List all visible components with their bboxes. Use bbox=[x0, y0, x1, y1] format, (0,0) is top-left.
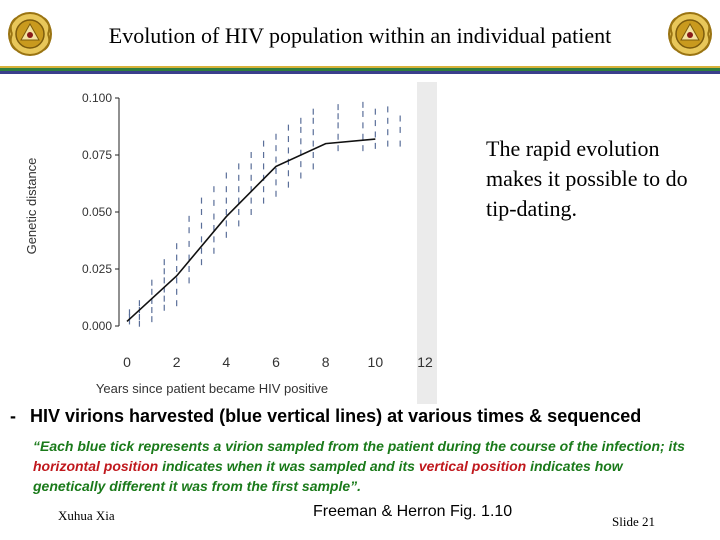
quote-part-2: indicates when it was sampled and its bbox=[158, 458, 419, 474]
title-divider bbox=[0, 66, 720, 74]
y-tick-label: 0.100 bbox=[82, 91, 112, 105]
figure-citation: Freeman & Herron Fig. 1.10 bbox=[313, 503, 513, 520]
logo-right-icon bbox=[668, 12, 712, 56]
x-tick-label: 0 bbox=[123, 354, 131, 370]
x-tick-label: 6 bbox=[272, 354, 280, 370]
bullet-marker: - bbox=[10, 406, 16, 426]
x-tick-label: 12 bbox=[417, 354, 433, 370]
y-tick-label: 0.050 bbox=[82, 205, 112, 219]
trend-line bbox=[126, 138, 376, 323]
quote-highlight-horizontal: horizontal position bbox=[33, 458, 159, 474]
y-tick-label: 0.025 bbox=[82, 262, 112, 276]
x-tick-label: 10 bbox=[368, 354, 384, 370]
quote-part-1: “Each blue tick represents a virion samp… bbox=[33, 438, 685, 454]
quote-highlight-vertical: vertical position bbox=[418, 458, 527, 474]
hiv-evolution-chart: 0.000 0.025 0.050 0.075 0.100 0 2 4 6 8 10 12 Genet… bbox=[12, 82, 437, 404]
slide-number: Slide 21 bbox=[612, 514, 655, 529]
x-tick-label: 4 bbox=[222, 354, 230, 370]
side-note-text: The rapid evolution makes it possible to… bbox=[486, 136, 688, 221]
logo-left-icon bbox=[8, 12, 52, 56]
figure-caption-quote: “Each blue tick represents a virion samp… bbox=[33, 436, 693, 496]
author-name: Xuhua Xia bbox=[58, 508, 115, 523]
bullet-text: - HIV virions harvested (blue vertical li… bbox=[10, 406, 641, 427]
y-tick-label: 0.000 bbox=[82, 319, 112, 333]
y-axis-label: Genetic distance bbox=[24, 158, 39, 255]
slide-title: Evolution of HIV population within an in… bbox=[108, 23, 612, 48]
y-tick-label: 0.075 bbox=[82, 148, 112, 162]
quote-part-3: indicates how genetically different it w… bbox=[33, 458, 623, 494]
bullet-label: HIV virions harvested (blue vertical lin… bbox=[30, 406, 642, 426]
x-tick-label: 8 bbox=[322, 354, 330, 370]
x-tick-label: 2 bbox=[173, 354, 181, 370]
x-axis-label: Years since patient became HIV positive bbox=[96, 381, 328, 396]
